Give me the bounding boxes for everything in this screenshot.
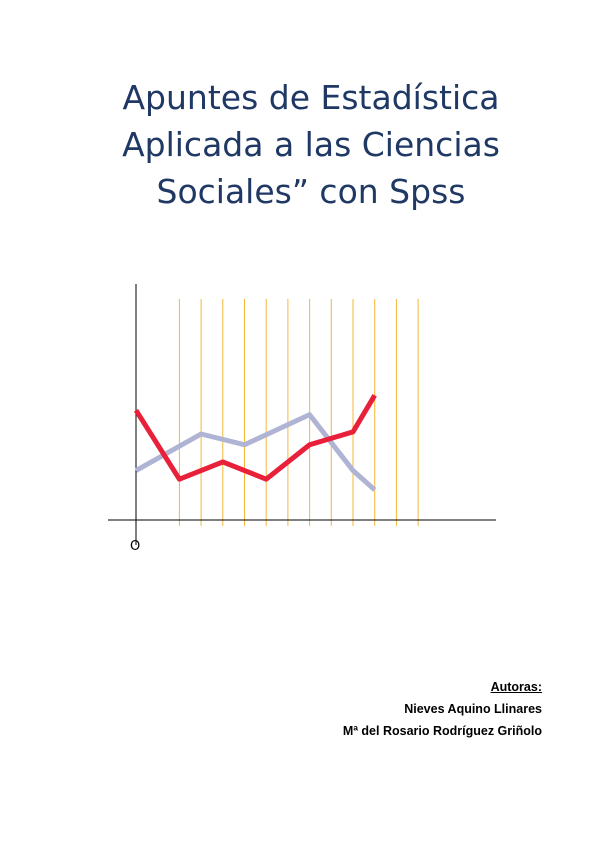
origin-label: O — [130, 539, 141, 554]
title-line-1: Apuntes de Estadística — [122, 78, 500, 117]
author-name-1: Nieves Aquino Llinares — [404, 702, 542, 716]
title-line-3: Sociales” con Spss — [156, 172, 466, 211]
series-layer — [133, 394, 377, 492]
title-line-2: Aplicada a las Ciencias — [122, 125, 500, 164]
authors-block: Autoras: Nieves Aquino Llinares Mª del R… — [343, 676, 542, 742]
author-name-2: Mª del Rosario Rodríguez Griñolo — [342, 724, 542, 738]
authors-heading: Autoras: — [490, 680, 542, 694]
series-line-grey — [134, 412, 377, 492]
document-title: Apuntes de Estadística Aplicada a las Ci… — [0, 74, 599, 215]
series-line-red — [133, 394, 377, 482]
grid-lines — [178, 299, 419, 526]
